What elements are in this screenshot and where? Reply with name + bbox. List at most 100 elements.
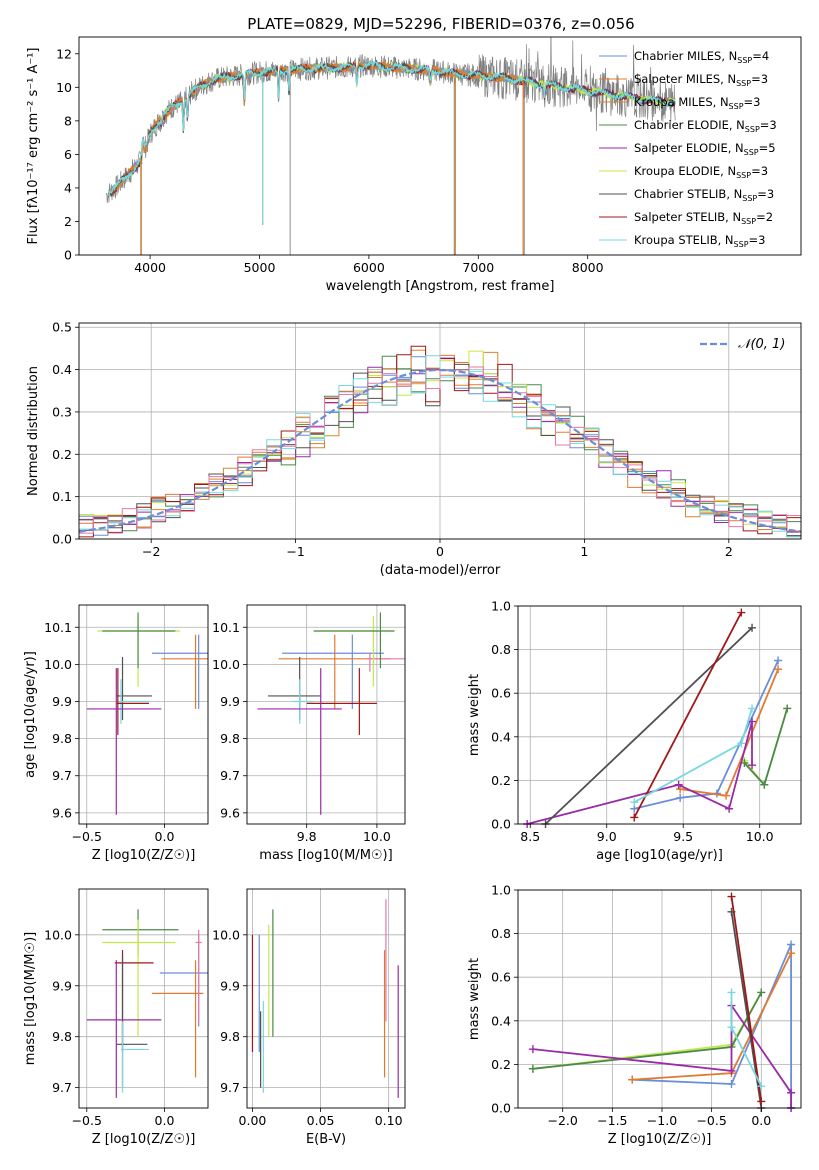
- y-tick-label: 9.9: [52, 694, 72, 709]
- series-kroupa-stelib: [630, 704, 757, 807]
- x-tick-label: −1.5: [597, 1113, 627, 1128]
- x-tick-label: 8.5: [520, 829, 540, 844]
- x-tick-label: 6000: [353, 260, 385, 275]
- series-marker: [748, 704, 757, 713]
- errorbar-point-pink: [366, 653, 405, 672]
- series-salpeter-stelib: [630, 608, 746, 822]
- x-tick-label: 2: [725, 544, 733, 559]
- errorbar-point-salpeter-stelib: [306, 668, 377, 735]
- mass-weight-vs-age-panel: 8.5 9.0 9.5 10.0 0.0 0.2 0.4 0.6 0.8 1.0 age [log1…: [467, 599, 802, 863]
- axes-frame: [78, 36, 802, 256]
- y-tick-label: 0.6: [491, 970, 511, 985]
- x-axis-label: (data-model)/error: [380, 563, 501, 578]
- svg-text:Salpeter MILES, NSSP=3: Salpeter MILES, NSSP=3: [634, 72, 768, 88]
- spectrum-legend: Chabrier MILES, NSSP=4 Salpeter MILES, N…: [599, 49, 777, 249]
- x-tick-label: −2.0: [548, 1113, 578, 1128]
- y-tick-label: 9.9: [220, 978, 240, 993]
- model-spectrum-salpeter-miles: [108, 61, 523, 197]
- y-tick-label: 0.4: [52, 362, 72, 377]
- series-marker: [748, 717, 757, 726]
- series-marker: [628, 1075, 637, 1084]
- observed-spectrum: [105, 37, 676, 204]
- x-tick-label: 0: [436, 544, 444, 559]
- errorbar-point-salpeter-elodie: [257, 668, 342, 815]
- series-line: [532, 992, 763, 1070]
- y-tick-label: 0: [64, 248, 72, 263]
- series-marker: [727, 988, 736, 997]
- y-axis-label: mass [log10(M/M☉)]: [23, 932, 38, 1065]
- y-tick-label: 9.9: [220, 694, 240, 709]
- x-tick-label: 9.0: [597, 829, 617, 844]
- errorbar-point-kroupa-stelib: [120, 1021, 149, 1093]
- series-marker: [737, 739, 746, 748]
- series-chabrier-stelib: [541, 623, 757, 828]
- y-axis-label: Flux [fλ10⁻¹⁷ erg cm⁻² s⁻¹ A⁻¹]: [26, 48, 41, 245]
- mass-vs-extinction-panel: 0.00 0.05 0.10 9.7 9.8 9.9 10.0 E(B-V): [212, 888, 406, 1147]
- svg-text:Chabrier MILES, NSSP=4: Chabrier MILES, NSSP=4: [634, 49, 769, 65]
- y-tick-label: 10.1: [44, 620, 72, 635]
- model-spectrum-chabrier-miles: [108, 60, 523, 192]
- figure-title: PLATE=0829, MJD=52296, FIBERID=0376, z=0…: [247, 15, 634, 33]
- y-tick-label: 9.8: [220, 731, 240, 746]
- x-axis-label: mass [log10(M/M☉)]: [259, 848, 392, 863]
- svg-text:Kroupa ELODIE, NSSP=3: Kroupa ELODIE, NSSP=3: [634, 164, 768, 180]
- series-marker: [787, 949, 796, 958]
- svg-text:Chabrier ELODIE, NSSP=3: Chabrier ELODIE, NSSP=3: [634, 118, 777, 134]
- axes-frame: [78, 322, 802, 540]
- age-vs-mass-panel: 9.8 10.0 9.6 9.7 9.8 9.9 10.0 10.1 mass [log10(M…: [212, 604, 406, 863]
- x-tick-label: 4000: [134, 260, 166, 275]
- x-tick-label: 0.05: [307, 1113, 335, 1128]
- series-kroupa-elodie: [528, 988, 766, 1073]
- y-axis-label: age [log10(age/yr)]: [23, 651, 38, 778]
- mass-weight-vs-metallicity-panel: −2.0 −1.5 −1.0 −0.5 0.0 0.0 0.2 0.4 0.6 0.8 1.0 Z […: [467, 883, 802, 1147]
- y-tick-label: 0.2: [491, 773, 511, 788]
- x-tick-label: 0.10: [375, 1113, 403, 1128]
- svg-text:Kroupa MILES, NSSP=3: Kroupa MILES, NSSP=3: [634, 95, 760, 111]
- series-marker: [737, 608, 746, 617]
- x-tick-label: 0.00: [239, 1113, 267, 1128]
- y-tick-label: 0.1: [52, 489, 72, 504]
- legend-item-salpeter-elodie: Salpeter ELODIE, NSSP=5: [599, 141, 776, 157]
- errorbar-point-chabrier-miles: [152, 634, 208, 709]
- series-marker: [787, 1088, 796, 1097]
- y-tick-label: 10.0: [212, 657, 240, 672]
- series-kroupa-stelib: [727, 988, 766, 1091]
- y-tick-label: 10.0: [212, 927, 240, 942]
- x-tick-label: 9.8: [297, 829, 317, 844]
- y-axis-label: mass weight: [467, 958, 482, 1040]
- x-tick-label: 9.5: [673, 829, 693, 844]
- y-tick-label: 9.7: [220, 1080, 240, 1095]
- y-tick-label: 0.8: [491, 926, 511, 941]
- errorbar-point-salpeter-elodie: [86, 960, 162, 1098]
- axes-frame: [246, 604, 406, 825]
- errorbar-point-chabrier-elodie: [313, 612, 395, 669]
- y-tick-label: 0.2: [52, 447, 72, 462]
- y-tick-label: 9.6: [220, 805, 240, 820]
- histogram-step-8: [79, 355, 801, 538]
- series-marker: [630, 798, 639, 807]
- y-tick-label: 10.0: [44, 657, 72, 672]
- x-tick-label: −1.0: [647, 1113, 677, 1128]
- y-tick-label: 8: [64, 113, 72, 128]
- y-tick-label: 12: [56, 46, 72, 61]
- y-tick-label: 9.7: [220, 768, 240, 783]
- series-chabrier-elodie: [528, 988, 766, 1073]
- gaussian-legend: 𝒩(0, 1): [700, 337, 785, 352]
- x-tick-label: 5000: [244, 260, 276, 275]
- series-line: [634, 660, 779, 810]
- legend-item-salpeter-stelib: Salpeter STELIB, NSSP=2: [599, 210, 773, 226]
- y-tick-label: 0.3: [52, 404, 72, 419]
- y-axis-label: Normed distribution: [26, 366, 41, 496]
- x-axis-label: Z [log10(Z/Z☉)]: [92, 1132, 196, 1147]
- y-tick-label: 0.6: [491, 686, 511, 701]
- x-tick-label: 10.0: [746, 829, 774, 844]
- x-tick-label: −0.5: [696, 1113, 726, 1128]
- legend-item-chabrier-stelib: Chabrier STELIB, NSSP=3: [599, 187, 774, 203]
- series-line: [680, 668, 779, 797]
- errorbar-point-kroupa-stelib: [117, 679, 149, 724]
- axes-frame: [517, 605, 802, 825]
- y-tick-label: 0.0: [52, 532, 72, 547]
- axes-frame: [78, 604, 209, 825]
- y-tick-label: 2: [64, 214, 72, 229]
- errorbar-point-chabrier-stelib: [116, 656, 153, 721]
